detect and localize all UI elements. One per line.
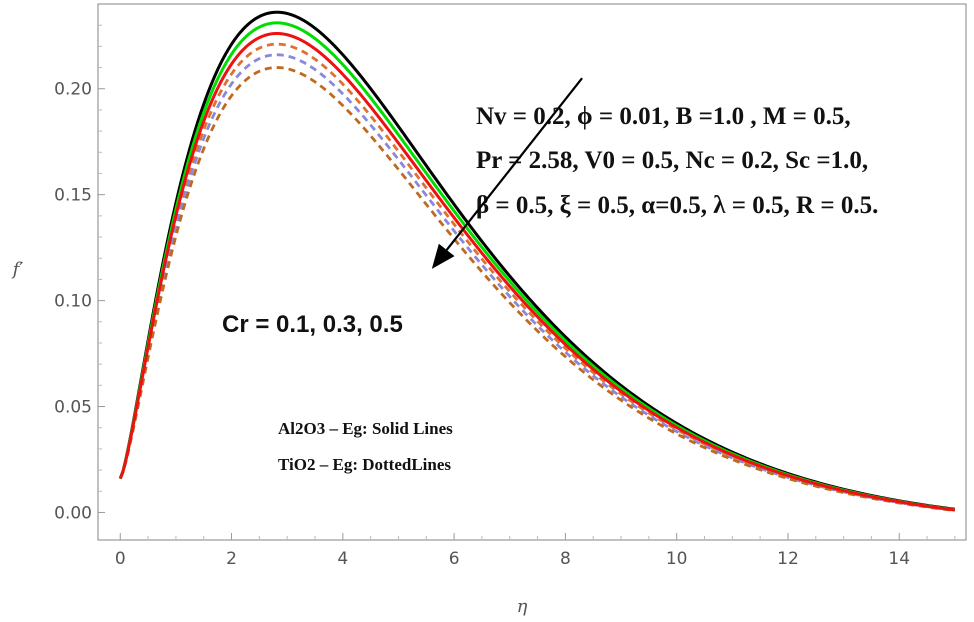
cr-values-label: Cr = 0.1, 0.3, 0.5 [222, 311, 403, 338]
x-tick-label: 2 [226, 549, 237, 569]
y-axis-label: f′ [11, 259, 24, 280]
x-axis-label: η [517, 596, 528, 617]
params-line-3: β = 0.5, ξ = 0.5, α=0.5, λ = 0.5, R = 0.… [476, 192, 878, 219]
legend-solid-lines: Al2O3 – Eg: Solid Lines [278, 419, 453, 438]
x-tick-label: 10 [666, 549, 688, 569]
x-tick-label: 14 [888, 549, 910, 569]
y-tick-label: 0.10 [54, 292, 92, 312]
y-tick-label: 0.15 [54, 186, 92, 206]
legend-dotted-lines: TiO2 – Eg: DottedLines [278, 455, 451, 474]
series-curves [118, 10, 956, 512]
arrow-shaft [445, 77, 583, 251]
series-line [118, 53, 956, 512]
x-tick-label: 12 [777, 549, 799, 569]
x-axis-ticks: 0 2 4 6 8 10 12 14 [115, 533, 956, 569]
params-line-2: Pr = 2.58, V0 = 0.5, Nc = 0.2, Sc =1.0, [476, 147, 868, 174]
y-tick-label: 0.05 [54, 398, 92, 418]
x-tick-label: 4 [337, 549, 348, 569]
x-tick-label: 6 [449, 549, 460, 569]
x-tick-label: 0 [115, 549, 126, 569]
y-tick-label: 0.00 [54, 503, 92, 523]
plot-frame [97, 3, 967, 541]
series-line [118, 66, 956, 512]
params-line-1: Nv = 0.2, ϕ = 0.01, B =1.0 , M = 0.5, [476, 103, 851, 130]
trend-arrow [431, 77, 583, 269]
y-axis-ticks: 0.00 0.05 0.10 0.15 0.20 [54, 24, 105, 523]
series-line [118, 32, 956, 512]
arrow-head [431, 243, 455, 269]
x-tick-label: 8 [560, 549, 571, 569]
y-tick-label: 0.20 [54, 80, 92, 100]
